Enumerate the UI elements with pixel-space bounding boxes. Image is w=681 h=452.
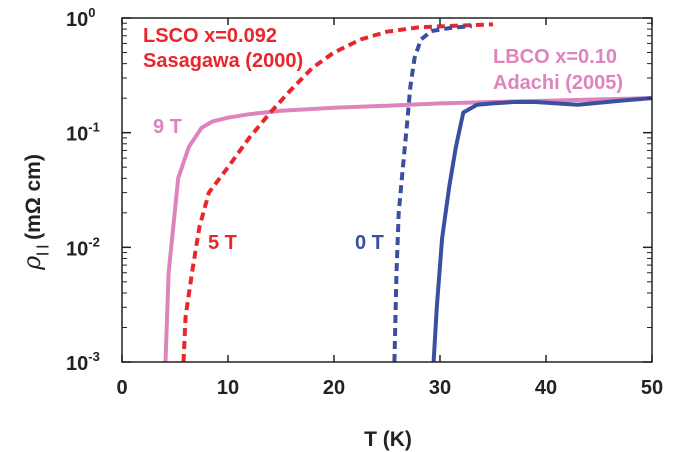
- series-line-1-5t-dashed: [181, 22, 494, 362]
- y-axis-title-units: (mΩ cm): [22, 154, 45, 240]
- annotation-lsco-sample: LSCO x=0.092: [143, 25, 277, 47]
- x-tick-label-30: 30: [429, 377, 451, 399]
- y-tick-label-3: 10-3: [66, 349, 100, 375]
- y-tick-label-1: 10-1: [66, 120, 100, 146]
- x-axis-title: T (K): [364, 428, 412, 451]
- series-line-3-0t-solid: [431, 96, 652, 362]
- y-tick-label-0: 100: [66, 5, 95, 31]
- y-tick-label-2: 10-2: [66, 234, 100, 260]
- x-tick-label-20: 20: [323, 377, 345, 399]
- annotation-lbco-reference: Adachi (2005): [493, 72, 623, 94]
- svg-text:ρ| |(mΩ cm): ρ| | (mΩ cm): [18, 154, 49, 271]
- y-axis-title: ρ| | (mΩ cm): [18, 154, 49, 271]
- plot-content: 0 10 20 30 40 50 100 10-1 10-2 10-3: [66, 5, 663, 399]
- plot-frame: [121, 17, 653, 363]
- y-axis-title-subscript: | |: [34, 245, 49, 256]
- series-line-2-0t-dashed: [392, 24, 472, 362]
- annotations: LSCO x=0.092 Sasagawa (2000) LBCO x=0.10…: [143, 25, 623, 254]
- x-tick-label-0: 0: [116, 377, 127, 399]
- annotation-9T: 9 T: [153, 116, 182, 138]
- annotation-lbco-sample: LBCO x=0.10: [493, 46, 617, 68]
- annotation-5T: 5 T: [208, 232, 237, 254]
- annotation-0T: 0 T: [355, 232, 384, 254]
- x-tick-label-10: 10: [217, 377, 239, 399]
- x-tick-label-50: 50: [641, 377, 663, 399]
- annotation-lsco-reference: Sasagawa (2000): [143, 50, 303, 72]
- y-axis-title-rho: ρ: [18, 256, 46, 271]
- x-tick-label-40: 40: [535, 377, 557, 399]
- series-line-0-9t-solid: [163, 96, 652, 362]
